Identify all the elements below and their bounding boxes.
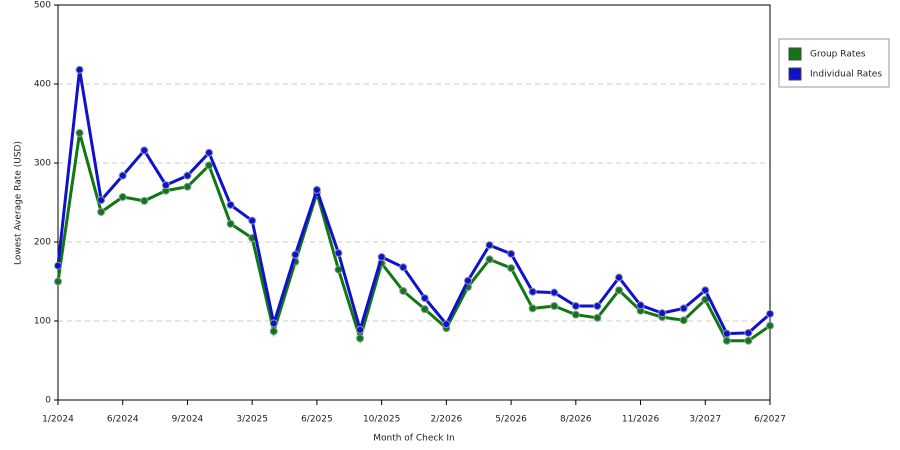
data-point <box>485 255 494 264</box>
data-point <box>463 276 472 285</box>
y-tick-label: 400 <box>34 80 51 90</box>
data-point <box>54 261 62 270</box>
data-point <box>507 249 516 258</box>
data-point <box>75 65 84 74</box>
data-point <box>161 181 170 190</box>
data-point <box>528 304 537 313</box>
data-point <box>97 196 106 205</box>
x-tick-label: 3/2027 <box>689 415 721 425</box>
data-point <box>571 310 580 319</box>
x-tick-label: 2/2026 <box>431 415 463 425</box>
data-point <box>442 320 451 329</box>
data-point <box>377 253 386 262</box>
x-tick-label: 6/2024 <box>107 415 139 425</box>
legend-label: Individual Rates <box>810 70 882 80</box>
data-point <box>420 294 429 303</box>
data-point <box>97 207 106 216</box>
data-point <box>54 277 62 286</box>
data-point <box>269 319 278 328</box>
x-tick-label: 6/2025 <box>301 415 333 425</box>
y-tick-label: 0 <box>45 396 51 406</box>
data-point <box>205 161 214 170</box>
data-point <box>248 216 257 225</box>
x-axis-label: Month of Check In <box>373 434 455 444</box>
x-tick-label: 9/2024 <box>172 415 204 425</box>
data-point <box>75 128 84 137</box>
data-point <box>399 263 408 272</box>
data-point <box>507 264 516 273</box>
y-tick-label: 300 <box>34 159 51 169</box>
x-tick-label: 6/2027 <box>754 415 786 425</box>
data-point <box>118 192 127 201</box>
data-point <box>140 196 149 205</box>
data-point <box>226 219 235 228</box>
plot-frame <box>57 4 771 401</box>
data-point <box>593 301 602 310</box>
x-tick-label: 8/2026 <box>560 415 592 425</box>
x-tick-label: 1/2024 <box>42 415 74 425</box>
data-point <box>183 182 192 191</box>
data-point <box>766 309 774 318</box>
data-point <box>528 287 537 296</box>
legend-label: Group Rates <box>810 50 866 60</box>
data-point <box>334 249 343 258</box>
data-point <box>420 305 429 314</box>
data-point <box>356 325 365 334</box>
data-point <box>550 288 559 297</box>
data-point <box>679 316 688 325</box>
x-tick-label: 5/2026 <box>495 415 527 425</box>
x-tick-label: 11/2026 <box>622 415 660 425</box>
data-point <box>399 286 408 295</box>
data-point <box>766 321 774 330</box>
series-line <box>56 69 771 336</box>
y-tick-label: 200 <box>34 238 51 248</box>
y-axis-label: Lowest Average Rate (USD) <box>14 141 24 265</box>
data-point <box>679 304 688 313</box>
data-point <box>614 286 623 295</box>
data-point <box>183 171 192 180</box>
data-point <box>485 241 494 250</box>
data-point <box>722 329 731 338</box>
data-point <box>636 301 645 310</box>
legend-swatch <box>788 67 802 81</box>
data-point <box>269 327 278 336</box>
data-point <box>701 286 710 295</box>
data-point <box>744 336 753 345</box>
data-point <box>226 200 235 209</box>
data-point <box>312 185 321 194</box>
y-tick-label: 500 <box>34 1 51 11</box>
x-tick-label: 3/2025 <box>236 415 268 425</box>
data-point <box>291 250 300 259</box>
data-point <box>118 171 127 180</box>
data-point <box>658 309 667 318</box>
series-line <box>56 132 771 344</box>
data-point <box>550 301 559 310</box>
data-point <box>571 301 580 310</box>
data-point <box>744 328 753 337</box>
data-point <box>140 146 149 155</box>
data-point <box>722 336 731 345</box>
legend-swatch <box>788 47 802 61</box>
data-point <box>205 148 214 157</box>
data-point <box>593 313 602 322</box>
data-point <box>614 273 623 282</box>
x-tick-label: 10/2025 <box>363 415 400 425</box>
data-point <box>356 334 365 343</box>
y-tick-label: 100 <box>34 317 51 327</box>
